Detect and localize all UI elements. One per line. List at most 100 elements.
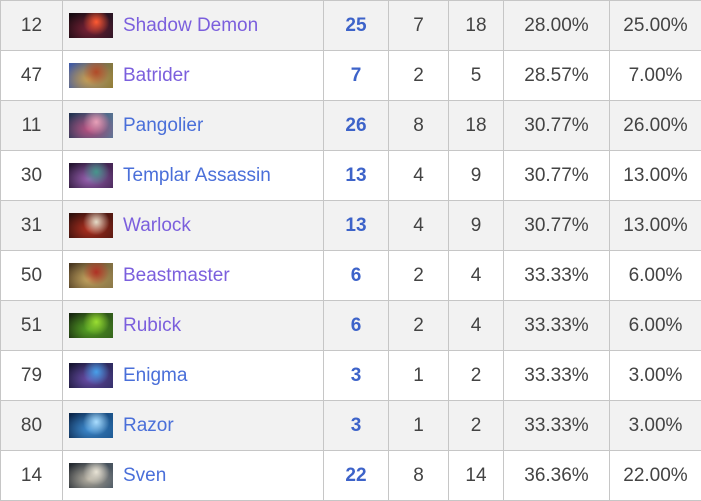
hero-rank: 80: [0, 400, 63, 451]
hero-wins: 8: [388, 450, 449, 501]
enigma-icon[interactable]: [69, 363, 113, 388]
hero-wrap: Enigma: [64, 363, 323, 388]
hero-win-rate: 33.33%: [503, 350, 610, 401]
hero-link[interactable]: Beastmaster: [123, 264, 230, 286]
table-row: 80 Razor 3 1 2 33.33% 3.00%: [0, 400, 701, 451]
hero-matches: 13: [323, 200, 389, 251]
templar-assassin-icon[interactable]: [69, 163, 113, 188]
shadow-demon-icon[interactable]: [69, 13, 113, 38]
hero-cell: Templar Assassin: [62, 150, 324, 201]
hero-wrap: Warlock: [64, 213, 323, 238]
hero-losses: 18: [448, 0, 504, 51]
hero-wrap: Razor: [64, 413, 323, 438]
hero-cell: Batrider: [62, 50, 324, 101]
hero-cell: Enigma: [62, 350, 324, 401]
hero-rank: 31: [0, 200, 63, 251]
hero-wins: 4: [388, 200, 449, 251]
hero-link[interactable]: Rubick: [123, 314, 182, 336]
hero-wins: 2: [388, 50, 449, 101]
hero-matches: 26: [323, 100, 389, 151]
warlock-icon[interactable]: [69, 213, 113, 238]
hero-link[interactable]: Pangolier: [123, 114, 204, 136]
table-row: 30 Templar Assassin 13 4 9 30.77% 13.00%: [0, 150, 701, 201]
hero-wins: 1: [388, 400, 449, 451]
pangolier-icon[interactable]: [69, 113, 113, 138]
hero-win-rate: 30.77%: [503, 100, 610, 151]
hero-losses: 14: [448, 450, 504, 501]
hero-wrap: Shadow Demon: [64, 13, 323, 38]
hero-win-rate: 36.36%: [503, 450, 610, 501]
table-row: 50 Beastmaster 6 2 4 33.33% 6.00%: [0, 250, 701, 301]
hero-matches: 3: [323, 350, 389, 401]
beastmaster-icon[interactable]: [69, 263, 113, 288]
hero-cell: Beastmaster: [62, 250, 324, 301]
hero-matches: 6: [323, 250, 389, 301]
hero-win-rate: 33.33%: [503, 250, 610, 301]
hero-pick-rate: 22.00%: [609, 450, 701, 501]
hero-losses: 9: [448, 200, 504, 251]
table-row: 79 Enigma 3 1 2 33.33% 3.00%: [0, 350, 701, 401]
hero-wrap: Beastmaster: [64, 263, 323, 288]
hero-wins: 7: [388, 0, 449, 51]
table-row: 14 Sven 22 8 14 36.36% 22.00%: [0, 450, 701, 501]
hero-win-rate: 30.77%: [503, 200, 610, 251]
hero-wins: 8: [388, 100, 449, 151]
hero-rank: 50: [0, 250, 63, 301]
hero-wrap: Pangolier: [64, 113, 323, 138]
hero-rank: 30: [0, 150, 63, 201]
razor-icon[interactable]: [69, 413, 113, 438]
hero-link[interactable]: Sven: [123, 464, 167, 486]
hero-rank: 47: [0, 50, 63, 101]
rubick-icon[interactable]: [69, 313, 113, 338]
hero-pick-rate: 3.00%: [609, 400, 701, 451]
hero-matches: 25: [323, 0, 389, 51]
hero-pick-rate: 13.00%: [609, 200, 701, 251]
hero-link[interactable]: Shadow Demon: [123, 14, 259, 36]
hero-win-rate: 30.77%: [503, 150, 610, 201]
hero-link[interactable]: Razor: [123, 414, 174, 436]
hero-wrap: Sven: [64, 463, 323, 488]
hero-link[interactable]: Enigma: [123, 364, 188, 386]
batrider-icon[interactable]: [69, 63, 113, 88]
hero-cell: Razor: [62, 400, 324, 451]
hero-matches: 3: [323, 400, 389, 451]
hero-pick-rate: 7.00%: [609, 50, 701, 101]
hero-link[interactable]: Warlock: [123, 214, 191, 236]
hero-losses: 2: [448, 350, 504, 401]
hero-losses: 4: [448, 250, 504, 301]
hero-wrap: Rubick: [64, 313, 323, 338]
hero-pick-rate: 3.00%: [609, 350, 701, 401]
hero-matches: 6: [323, 300, 389, 351]
hero-matches: 22: [323, 450, 389, 501]
hero-cell: Warlock: [62, 200, 324, 251]
hero-wins: 4: [388, 150, 449, 201]
hero-link[interactable]: Templar Assassin: [123, 164, 271, 186]
hero-rank: 11: [0, 100, 63, 151]
hero-link[interactable]: Batrider: [123, 64, 190, 86]
hero-pick-rate: 26.00%: [609, 100, 701, 151]
hero-rank: 12: [0, 0, 63, 51]
hero-win-rate: 33.33%: [503, 300, 610, 351]
table-row: 11 Pangolier 26 8 18 30.77% 26.00%: [0, 100, 701, 151]
sven-icon[interactable]: [69, 463, 113, 488]
hero-wrap: Templar Assassin: [64, 163, 323, 188]
hero-rank: 14: [0, 450, 63, 501]
hero-wins: 1: [388, 350, 449, 401]
hero-cell: Sven: [62, 450, 324, 501]
hero-pick-rate: 13.00%: [609, 150, 701, 201]
hero-losses: 9: [448, 150, 504, 201]
hero-losses: 5: [448, 50, 504, 101]
hero-losses: 18: [448, 100, 504, 151]
hero-rank: 79: [0, 350, 63, 401]
hero-rank: 51: [0, 300, 63, 351]
hero-pick-rate: 6.00%: [609, 250, 701, 301]
hero-cell: Shadow Demon: [62, 0, 324, 51]
hero-win-rate: 33.33%: [503, 400, 610, 451]
hero-wins: 2: [388, 300, 449, 351]
hero-matches: 13: [323, 150, 389, 201]
table-row: 47 Batrider 7 2 5 28.57% 7.00%: [0, 50, 701, 101]
hero-win-rate: 28.00%: [503, 0, 610, 51]
